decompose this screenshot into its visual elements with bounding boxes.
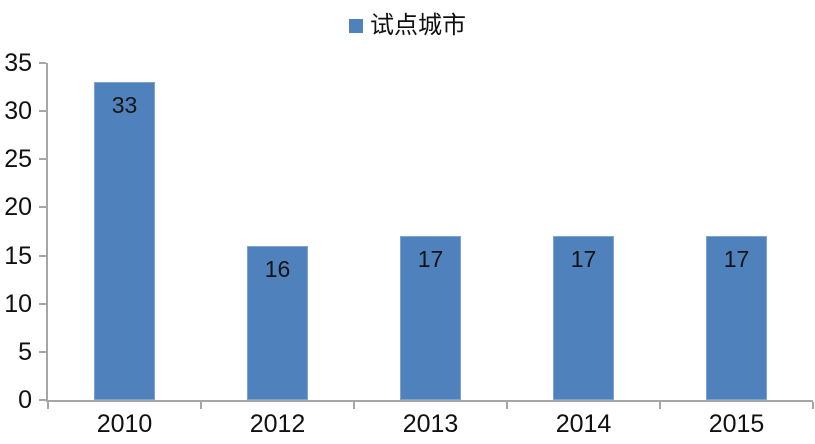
x-axis-tick-label: 2014	[555, 410, 612, 438]
bar-2013: 17	[400, 236, 461, 400]
bar-value-label: 17	[417, 246, 444, 273]
y-axis-tick-label: 15	[4, 241, 32, 270]
y-axis-tick-label: 0	[18, 386, 32, 414]
y-axis-tick-label: 5	[18, 337, 32, 366]
bar-2015: 17	[706, 236, 767, 400]
bar-value-label: 17	[570, 246, 597, 273]
x-axis-tick-label: 2013	[402, 410, 459, 438]
y-axis-tick-label: 25	[4, 145, 32, 174]
y-axis-tick-label: 30	[4, 97, 32, 126]
x-axis-line	[46, 400, 813, 402]
bar-value-label: 33	[111, 92, 138, 119]
plot-area: 0 5 10 15 20 25 30 35 2010 33 2012 16 2013 17 2014 17 20…	[4, 51, 814, 437]
bar-value-label: 17	[723, 246, 750, 273]
bar-2012: 16	[247, 245, 308, 400]
legend: 试点城市	[0, 14, 815, 38]
x-axis-tick	[659, 402, 661, 409]
bar-2010: 33	[94, 82, 155, 400]
x-axis-tick	[812, 402, 814, 409]
x-axis-tick-label: 2012	[249, 410, 306, 438]
y-axis-tick	[39, 110, 46, 113]
y-axis-tick-label: 35	[4, 49, 32, 77]
x-axis-tick-label: 2015	[708, 410, 765, 438]
x-axis-tick-label: 2010	[96, 410, 153, 438]
y-axis-tick	[39, 254, 46, 257]
bar-2014: 17	[553, 236, 614, 400]
legend-marker-square-icon	[349, 19, 363, 33]
y-axis-tick	[39, 399, 46, 401]
y-axis-tick	[39, 302, 46, 305]
y-axis-line	[46, 63, 48, 402]
x-axis-tick	[47, 402, 49, 409]
y-axis-tick	[39, 62, 46, 64]
y-axis-tick-label: 10	[4, 289, 32, 318]
legend-label: 试点城市	[370, 12, 466, 39]
bar-value-label: 16	[264, 255, 291, 282]
x-axis-tick	[353, 402, 355, 409]
y-axis-tick	[39, 158, 46, 161]
x-axis-tick	[506, 402, 508, 409]
y-axis-tick	[39, 350, 46, 353]
y-axis-tick	[39, 206, 46, 209]
y-axis-tick-label: 20	[4, 193, 32, 222]
x-axis-tick	[200, 402, 202, 409]
